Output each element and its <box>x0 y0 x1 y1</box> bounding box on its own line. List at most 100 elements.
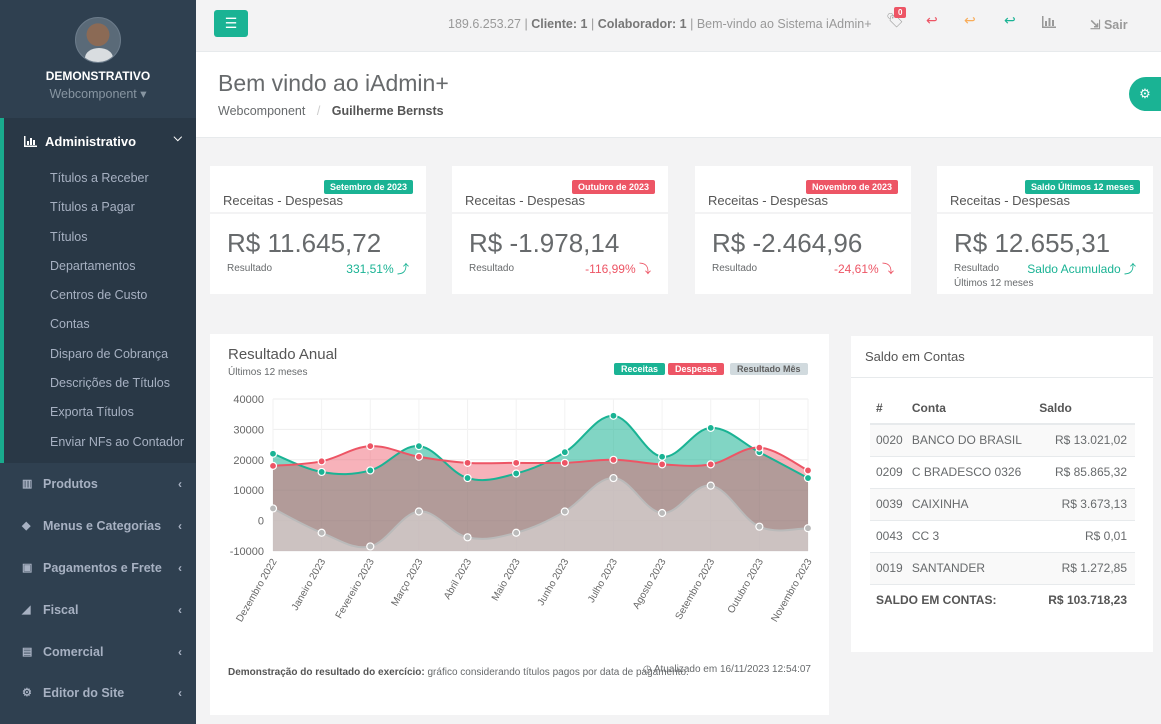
nav-item-label: Pagamentos e Frete <box>43 561 162 575</box>
x-tick-label: Fevereiro 2023 <box>334 557 377 621</box>
data-point <box>366 442 375 451</box>
kpi-card: Saldo Últimos 12 meses Receitas - Despesa… <box>937 166 1153 294</box>
cliente-label: Cliente: <box>531 17 578 31</box>
nav-item-pagamentos-e-frete[interactable]: ▣ Pagamentos e Frete ‹ <box>0 547 196 589</box>
chevron-down-icon: ⌵ <box>173 132 182 144</box>
legend-despesas[interactable]: Despesas <box>668 363 725 375</box>
legend-resultado[interactable]: Resultado Mês <box>730 363 808 375</box>
footnote-bold: Demonstração do resultado do exercício: <box>228 667 425 678</box>
cell-balance: R$ 3.673,13 <box>1033 487 1135 520</box>
nav-item-produtos[interactable]: ▥ Produtos ‹ <box>0 463 196 505</box>
data-point <box>512 528 521 537</box>
kpi-result-label: Resultado <box>954 263 1000 274</box>
truck-icon: ▣ <box>22 561 33 574</box>
kpi-label: Receitas - Despesas <box>950 193 1070 208</box>
breadcrumb-link[interactable]: Webcomponent <box>218 104 306 118</box>
kpi-badge: Setembro de 2023 <box>323 180 413 194</box>
cell-number: 0020 <box>870 423 906 456</box>
colaborador-value: 1 <box>679 17 687 31</box>
submenu: Títulos a Receber Títulos a Pagar Títulos D… <box>4 164 196 457</box>
kpi-card: Novembro de 2023 Receitas - Despesas R$ -2… <box>695 166 911 294</box>
data-point <box>803 524 813 533</box>
menu-toggle-button[interactable]: ☰ <box>214 10 248 37</box>
sidebar: DEMONSTRATIVO Webcomponent ▾ Administrat… <box>0 0 196 724</box>
y-tick-label: 0 <box>258 516 264 528</box>
file-icon: ▤ <box>22 645 33 658</box>
kpi-header: Novembro de 2023 Receitas - Despesas <box>695 166 911 214</box>
submenu-item[interactable]: Disparo de Cobrança <box>50 346 169 361</box>
nav-item-menus-e-categorias[interactable]: ◆ Menus e Categorias ‹ <box>0 505 196 547</box>
data-point <box>268 449 278 458</box>
data-point <box>803 466 813 475</box>
data-point <box>755 443 764 452</box>
data-point <box>609 455 618 464</box>
page-title: Bem vindo ao iAdmin+ <box>218 70 449 96</box>
submenu-item[interactable]: Departamentos <box>50 258 136 273</box>
x-tick-label: Janeiro 2023 <box>290 557 329 613</box>
table-row: 0020 BANCO DO BRASIL R$ 13.021,02 <box>870 423 1135 456</box>
legend-receitas[interactable]: Receitas <box>614 363 666 375</box>
data-point <box>268 504 278 513</box>
kpi-value: R$ 12.655,31 <box>954 228 1111 258</box>
table-row: 0043 CC 3 R$ 0,01 <box>870 519 1135 552</box>
bar-chart-icon[interactable] <box>1042 16 1056 28</box>
logout-button[interactable]: ⇲ Sair <box>1090 17 1128 32</box>
kpi-value: R$ 11.645,72 <box>227 228 382 258</box>
nav-item-label: Fiscal <box>43 603 79 617</box>
data-point <box>268 461 278 470</box>
nav-item-comercial[interactable]: ▤ Comercial ‹ <box>0 631 196 673</box>
nav-item-editor-do-site[interactable]: ⚙ Editor do Site ‹ <box>0 672 196 714</box>
data-point <box>609 411 618 420</box>
profile-company-dropdown[interactable]: Webcomponent ▾ <box>49 87 147 101</box>
avatar[interactable] <box>75 17 121 63</box>
saldo-panel: Saldo em Contas # Conta Saldo 0020 BANCO … <box>851 336 1153 652</box>
settings-gear-button[interactable]: ⚙ <box>1129 77 1161 111</box>
cell-account: SANTANDER <box>905 551 1034 584</box>
submenu-item[interactable]: Exporta Títulos <box>50 405 134 420</box>
kpi-label: Receitas - Despesas <box>465 193 585 208</box>
x-tick-label: Novembro 2023 <box>769 557 814 624</box>
kpi-card: Outubro de 2023 Receitas - Despesas R$ -1.… <box>452 166 668 294</box>
submenu-item[interactable]: Títulos a Receber <box>50 171 149 185</box>
chevron-left-icon: ‹ <box>178 603 182 617</box>
nav-head-label: Administrativo <box>45 133 137 149</box>
colaborador-label: Colaborador: <box>597 17 677 31</box>
submenu-item[interactable]: Títulos <box>50 229 88 244</box>
data-point <box>463 533 472 542</box>
submenu-item[interactable]: Contas <box>50 317 90 332</box>
table-row: 0209 C BRADESCO 0326 R$ 85.865,32 <box>870 455 1135 488</box>
nav-item-fiscal[interactable]: ◢ Fiscal ‹ <box>0 589 196 631</box>
col-header: Saldo <box>1033 392 1135 425</box>
submenu-item[interactable]: Centros de Custo <box>50 288 148 303</box>
saldo-table: # Conta Saldo 0020 BANCO DO BRASIL R$ 13.0… <box>870 392 1135 616</box>
kpi-result-label: Resultado <box>227 263 273 274</box>
nav-head-administrativo[interactable]: Administrativo ⌵ <box>4 118 196 164</box>
y-tick-label: 10000 <box>233 485 264 497</box>
data-point <box>706 460 715 469</box>
total-value: R$ 103.718,23 <box>1033 583 1135 616</box>
reply-orange-icon[interactable]: ↩ <box>964 12 976 28</box>
cell-account: CAIXINHA <box>905 487 1034 520</box>
kpi-label: Receitas - Despesas <box>708 193 828 208</box>
data-point <box>657 460 667 469</box>
kpi-value: R$ -1.978,14 <box>469 228 620 258</box>
chevron-left-icon: ‹ <box>178 561 182 575</box>
reply-red-icon[interactable]: ↩ <box>926 12 938 28</box>
kpi-badge: Outubro de 2023 <box>571 180 655 194</box>
chart-footnote: Demonstração do resultado do exercício: … <box>228 664 808 681</box>
data-point <box>463 473 472 483</box>
series-line-1 <box>272 445 809 472</box>
submenu-item[interactable]: Enviar NFs ao Contador <box>50 434 185 449</box>
logout-label: Sair <box>1103 18 1128 32</box>
x-tick-label: Agosto 2023 <box>631 557 669 612</box>
nav-item-label: Editor do Site <box>43 686 125 700</box>
topbar: ☰ 189.6.253.27 | Cliente: 1 | Colaborado… <box>196 0 1161 52</box>
reply-green-icon[interactable]: ↩ <box>1004 12 1016 28</box>
chart-title: Resultado Anual <box>228 346 338 363</box>
submenu-item[interactable]: Títulos a Pagar <box>50 200 135 215</box>
breadcrumb-separator: / <box>316 104 321 118</box>
submenu-item[interactable]: Descrições de Títulos <box>50 376 170 391</box>
nav-item-label: Comercial <box>43 645 104 659</box>
page-header: Bem vindo ao iAdmin+ Webcomponent / Guil… <box>196 52 1161 138</box>
